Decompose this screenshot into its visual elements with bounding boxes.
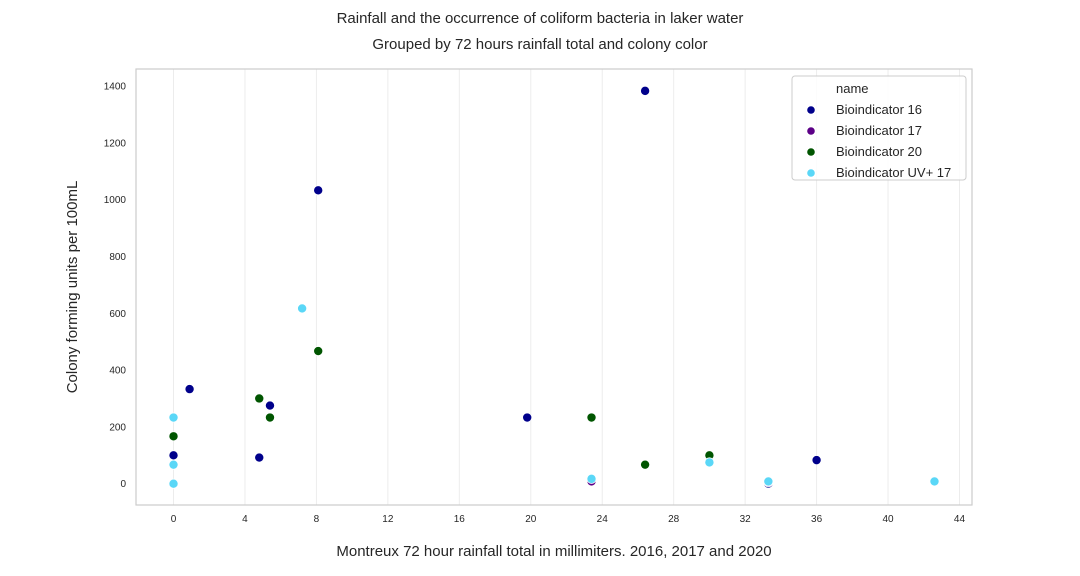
legend-entry-label: Bioindicator 17 [836, 123, 922, 138]
plot-area-frame [135, 68, 973, 506]
data-point [313, 346, 324, 357]
x-tick-label: 36 [811, 514, 823, 525]
data-point [254, 393, 265, 404]
y-tick-label: 1400 [104, 82, 127, 93]
x-tick-label: 24 [597, 514, 609, 525]
chart-title: Rainfall and the occurrence of coliform … [336, 10, 744, 27]
data-point [264, 412, 275, 423]
data-point [254, 452, 265, 463]
y-tick-label: 1200 [104, 138, 127, 149]
chart-subtitle: Grouped by 72 hours rainfall total and c… [372, 36, 708, 53]
tick-layer: 0 4 8 12 16 20 24 28 32 36 40 44 0 200 400 600 800 1000 12… [104, 82, 966, 525]
x-tick-label: 16 [454, 514, 466, 525]
legend-entry-label: Bioindicator UV+ 17 [836, 165, 951, 180]
legend-marker [807, 127, 815, 135]
x-tick-label: 4 [242, 514, 248, 525]
data-point [313, 185, 324, 196]
data-point [522, 412, 533, 423]
x-tick-label: 0 [171, 514, 177, 525]
data-point [586, 412, 597, 423]
series-group [168, 85, 822, 489]
y-tick-label: 0 [120, 479, 126, 490]
legend-entry-label: Bioindicator 20 [836, 144, 922, 159]
series-group [168, 303, 940, 489]
y-axis-label: Colony forming units per 100mL [64, 181, 81, 394]
x-tick-label: 8 [314, 514, 320, 525]
x-tick-label: 32 [740, 514, 752, 525]
data-point [929, 476, 940, 487]
legend-marker [807, 106, 815, 114]
legend-title: name [836, 81, 869, 96]
data-point [168, 478, 179, 489]
data-point [297, 303, 308, 314]
series-group [168, 346, 715, 470]
data-point [640, 85, 651, 96]
legend-marker [807, 148, 815, 156]
legend: name Bioindicator 16 Bioindicator 17 Bioin… [791, 75, 967, 181]
point-layer [168, 85, 940, 489]
y-tick-label: 600 [109, 309, 126, 320]
data-point [184, 384, 195, 395]
data-point [168, 459, 179, 470]
x-tick-label: 12 [382, 514, 394, 525]
x-tick-label: 20 [525, 514, 537, 525]
data-point [168, 431, 179, 442]
legend-marker [807, 169, 815, 177]
x-tick-label: 28 [668, 514, 680, 525]
data-point [763, 476, 774, 487]
y-tick-label: 400 [109, 366, 126, 377]
x-tick-label: 44 [954, 514, 966, 525]
data-point [168, 450, 179, 461]
x-tick-label: 40 [882, 514, 894, 525]
data-point [586, 473, 597, 484]
data-point [811, 455, 822, 466]
data-point [168, 412, 179, 423]
x-axis-label: Montreux 72 hour rainfall total in milli… [336, 543, 771, 560]
y-tick-label: 1000 [104, 195, 127, 206]
y-tick-label: 200 [109, 422, 126, 433]
data-point [640, 459, 651, 470]
y-tick-label: 800 [109, 252, 126, 263]
data-point [704, 457, 715, 468]
data-point [264, 400, 275, 411]
legend-entry-label: Bioindicator 16 [836, 102, 922, 117]
legend-box [791, 75, 967, 181]
